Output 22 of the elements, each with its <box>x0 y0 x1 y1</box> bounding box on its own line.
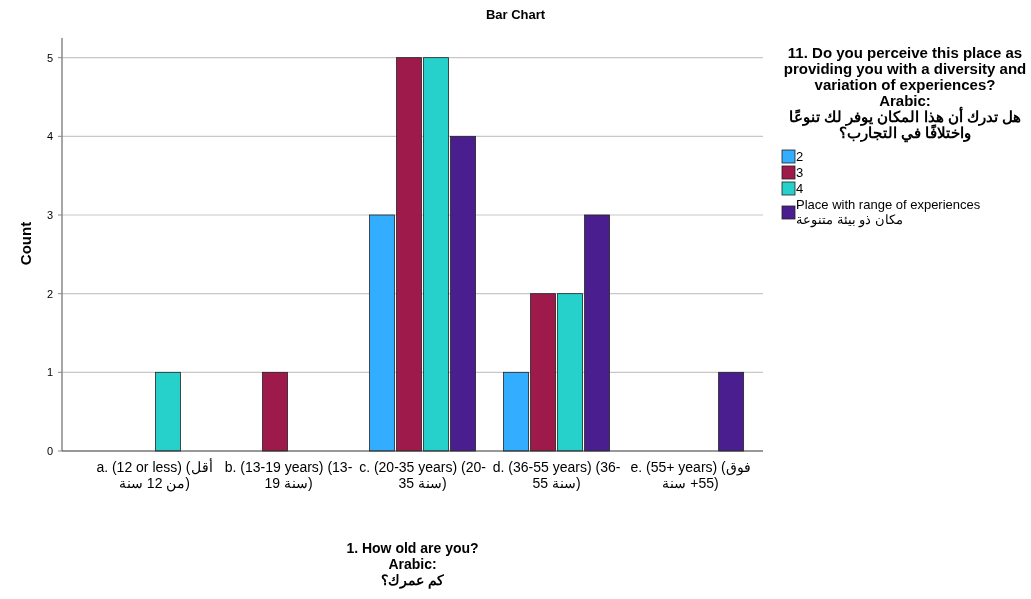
x-tick-label: e. (55+ years) (فوق 55+ سنة) <box>629 459 752 491</box>
legend-label: 3 <box>796 165 805 180</box>
x-axis-title: 1. How old are you? Arabic: كم عمرك؟ <box>345 540 480 588</box>
chart-title: Bar Chart <box>484 7 547 22</box>
y-tick-label: 1 <box>46 366 53 379</box>
legend-title: 11. Do you perceive this place as providing you with a diversity and variation of experiences? Arabic: هل تدرك أن هذا المكان يوفر لك تنوعًا واختلافًا في التجارب؟ <box>782 44 1028 141</box>
y-tick-label: 0 <box>46 445 53 457</box>
bar <box>718 371 745 452</box>
x-tick-label: b. (13-19 years) (13-19 سنة) <box>223 459 354 491</box>
legend-label: 2 <box>796 149 805 164</box>
legend-label: Place with range of experiences مكان ذو بيئة متنوعة <box>796 197 982 227</box>
y-tick-label: 2 <box>46 287 53 300</box>
x-tick-label: d. (36-55 years) (36-55 سنة) <box>491 459 622 491</box>
y-tick-label: 3 <box>46 209 53 221</box>
x-tick-label: c. (20-35 years) (20-35 سنة) <box>358 459 487 491</box>
legend-label: 4 <box>796 181 805 196</box>
bar <box>262 371 288 452</box>
x-tick-label: a. (12 or less) (أقل من 12 سنة) <box>95 459 214 491</box>
y-axis-title: Count <box>16 220 34 267</box>
y-tick-label: 5 <box>46 51 53 64</box>
bar <box>155 371 181 452</box>
y-tick-label: 4 <box>46 130 53 143</box>
